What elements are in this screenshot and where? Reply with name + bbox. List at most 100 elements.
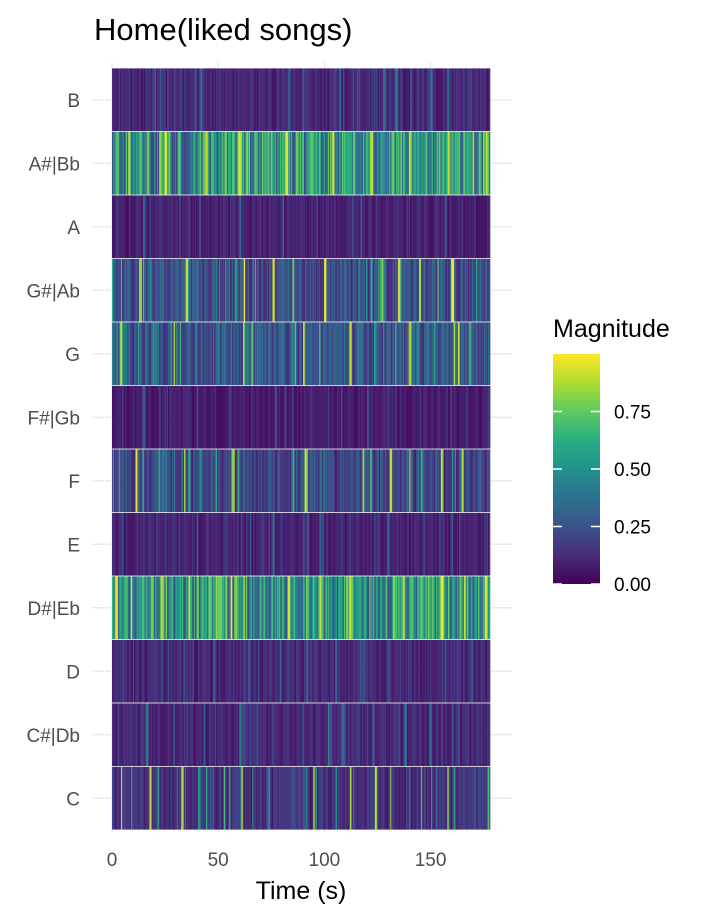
heatmap-cell <box>281 449 284 513</box>
heatmap-cell <box>184 258 186 322</box>
heatmap-cell <box>224 449 226 513</box>
heatmap-cell <box>357 449 359 513</box>
heatmap-cell <box>207 195 210 259</box>
heatmap-cell <box>435 258 437 322</box>
heatmap-cell <box>346 68 348 132</box>
heatmap-cell <box>276 703 278 767</box>
heatmap-cell <box>208 385 211 449</box>
heatmap-cell <box>473 385 475 449</box>
heatmap-cell <box>315 68 317 132</box>
heatmap-cell <box>124 703 126 767</box>
heatmap-cell <box>301 195 304 259</box>
heatmap-cell <box>351 68 354 132</box>
heatmap-cell <box>407 258 410 322</box>
heatmap-cell <box>199 195 202 259</box>
heatmap-cell <box>331 258 333 322</box>
heatmap-cell <box>465 258 467 322</box>
heatmap-cell <box>447 195 450 259</box>
heatmap-cell <box>381 385 383 449</box>
heatmap-cell <box>269 512 271 576</box>
heatmap-cell <box>308 512 311 576</box>
heatmap-cell <box>125 195 128 259</box>
heatmap-cell <box>243 131 245 195</box>
heatmap-cell <box>310 195 312 259</box>
heatmap-cell <box>472 322 474 386</box>
heatmap-cell <box>227 703 230 767</box>
heatmap-cell <box>437 449 439 513</box>
heatmap-cell <box>190 385 192 449</box>
heatmap-cell <box>424 131 426 195</box>
heatmap-cell <box>129 385 131 449</box>
heatmap-cell <box>245 512 247 576</box>
heatmap-cell <box>295 576 297 640</box>
heatmap-cell <box>435 576 437 640</box>
heatmap-cell <box>353 68 355 132</box>
heatmap-cell <box>431 449 433 513</box>
heatmap-cell <box>202 703 205 767</box>
heatmap-cell <box>393 512 395 576</box>
heatmap-cell <box>387 195 390 259</box>
heatmap-cell <box>175 576 177 640</box>
heatmap-cell <box>243 576 246 640</box>
heatmap-cell <box>259 131 262 195</box>
heatmap-cell <box>318 766 320 830</box>
heatmap-cell <box>147 322 150 386</box>
heatmap-cell <box>366 195 368 259</box>
heatmap-cell <box>401 68 403 132</box>
y-tick-label: D <box>66 662 80 683</box>
heatmap-cell <box>165 131 168 195</box>
heatmap-cell <box>314 131 317 195</box>
heatmap-cell <box>378 512 380 576</box>
heatmap-cell <box>197 195 199 259</box>
heatmap-cell <box>183 68 185 132</box>
heatmap-cell <box>454 639 456 703</box>
heatmap-cell <box>145 258 148 322</box>
heatmap-cell <box>112 512 114 576</box>
heatmap-cell <box>419 576 422 640</box>
heatmap-cell <box>344 195 347 259</box>
heatmap-cell <box>315 512 318 576</box>
heatmap-cell <box>146 449 149 513</box>
heatmap-cell <box>371 766 373 830</box>
heatmap-cell <box>157 322 159 386</box>
heatmap-cell <box>418 766 420 830</box>
heatmap-cell <box>350 131 352 195</box>
heatmap-cell <box>484 576 487 640</box>
heatmap-cell <box>473 449 475 513</box>
heatmap-cell <box>471 195 473 259</box>
heatmap-cell <box>450 68 453 132</box>
heatmap-cell <box>439 703 442 767</box>
heatmap-cell <box>234 449 237 513</box>
heatmap-cell <box>177 449 179 513</box>
heatmap-cell <box>437 385 439 449</box>
heatmap-cell <box>313 385 316 449</box>
heatmap-cell <box>409 131 412 195</box>
heatmap-cell <box>343 766 346 830</box>
heatmap-cell <box>454 131 457 195</box>
heatmap-cell <box>378 639 380 703</box>
heatmap-cell <box>232 258 235 322</box>
heatmap-cell <box>183 576 185 640</box>
heatmap-cell <box>402 766 404 830</box>
heatmap-cell <box>382 385 384 449</box>
heatmap-cell <box>226 449 229 513</box>
heatmap-cell <box>389 68 392 132</box>
heatmap-cell <box>368 766 370 830</box>
heatmap-cell <box>408 449 410 513</box>
heatmap-cell <box>223 131 224 195</box>
heatmap-cell <box>316 385 318 449</box>
heatmap-cell <box>171 68 173 132</box>
heatmap-cell <box>398 195 400 259</box>
heatmap-cell <box>209 258 211 322</box>
heatmap-row-Csharp-Db <box>112 703 491 767</box>
heatmap-cell <box>113 449 116 513</box>
heatmap-cell <box>197 449 199 513</box>
heatmap-cell <box>337 576 339 640</box>
heatmap-cell <box>345 576 347 640</box>
heatmap-cell <box>276 639 278 703</box>
heatmap-cell <box>262 322 265 386</box>
heatmap-cell <box>307 576 310 640</box>
heatmap-cell <box>157 131 160 195</box>
heatmap-cell <box>330 703 333 767</box>
heatmap-cell <box>117 131 119 195</box>
